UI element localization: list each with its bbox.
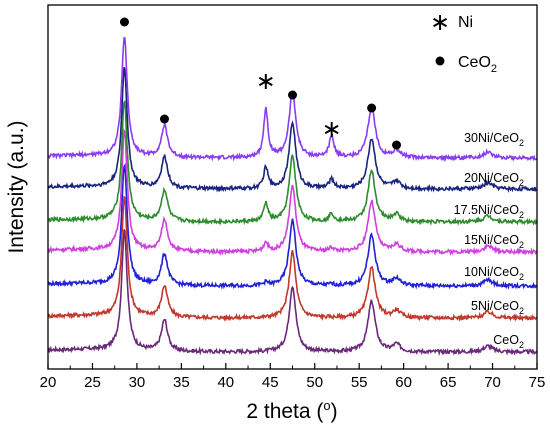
legend-ni-marker: ∗	[430, 8, 450, 36]
x-tick-label: 45	[262, 374, 279, 391]
x-tick-label: 75	[529, 374, 546, 391]
x-tick-label: 25	[84, 374, 101, 391]
series-line	[47, 128, 538, 257]
peak-markers: ∗∗	[119, 17, 402, 150]
series-label: 20Ni/CeO2	[464, 171, 524, 188]
x-tick-label: 65	[440, 374, 457, 391]
x-tick-label: 20	[40, 374, 57, 391]
x-axis-title: 2 theta (o)	[246, 398, 337, 423]
legend-ceo2-marker	[435, 56, 445, 66]
x-tick-label: 70	[484, 374, 501, 391]
x-tick-label: 55	[351, 374, 368, 391]
series-lines	[47, 37, 538, 357]
series-label: CeO2	[493, 333, 524, 350]
legend-ni-label: Ni	[458, 14, 473, 31]
series-line	[47, 100, 538, 226]
series-line	[47, 163, 538, 291]
ceo2-peak-marker	[392, 140, 402, 150]
x-tick-label: 30	[129, 374, 146, 391]
series-label: 5Ni/CeO2	[471, 299, 524, 316]
series-labels: CeO2 5Ni/CeO2 10Ni/CeO2 15Ni/CeO2 17.5Ni/CeO…	[454, 131, 524, 350]
x-tick-label: 35	[173, 374, 190, 391]
x-tick-label: 60	[395, 374, 412, 391]
series-line	[47, 195, 538, 323]
x-tick-label: 50	[306, 374, 323, 391]
x-ticks	[47, 363, 538, 369]
legend: ∗ Ni CeO2	[430, 8, 497, 75]
ceo2-peak-marker	[288, 90, 297, 100]
ni-peak-marker: ∗	[322, 115, 342, 143]
y-axis-title: Intensity (a.u.)	[5, 120, 28, 253]
ceo2-peak-marker	[119, 17, 129, 27]
series-line	[47, 229, 538, 357]
legend-ceo2-label: CeO2	[458, 54, 497, 75]
ni-peak-marker: ∗	[256, 67, 276, 95]
series-label: 15Ni/CeO2	[464, 233, 524, 250]
series-label: 17.5Ni/CeO2	[454, 203, 524, 220]
ceo2-peak-marker	[367, 103, 377, 113]
x-tick-label: 40	[217, 374, 234, 391]
series-label: 30Ni/CeO2	[464, 131, 524, 148]
series-line	[47, 66, 538, 193]
x-tick-labels: 20 25 30 35 40 45 50 55 60 65 70 75	[40, 374, 546, 391]
series-label: 10Ni/CeO2	[464, 265, 524, 282]
ceo2-peak-marker	[159, 114, 169, 124]
